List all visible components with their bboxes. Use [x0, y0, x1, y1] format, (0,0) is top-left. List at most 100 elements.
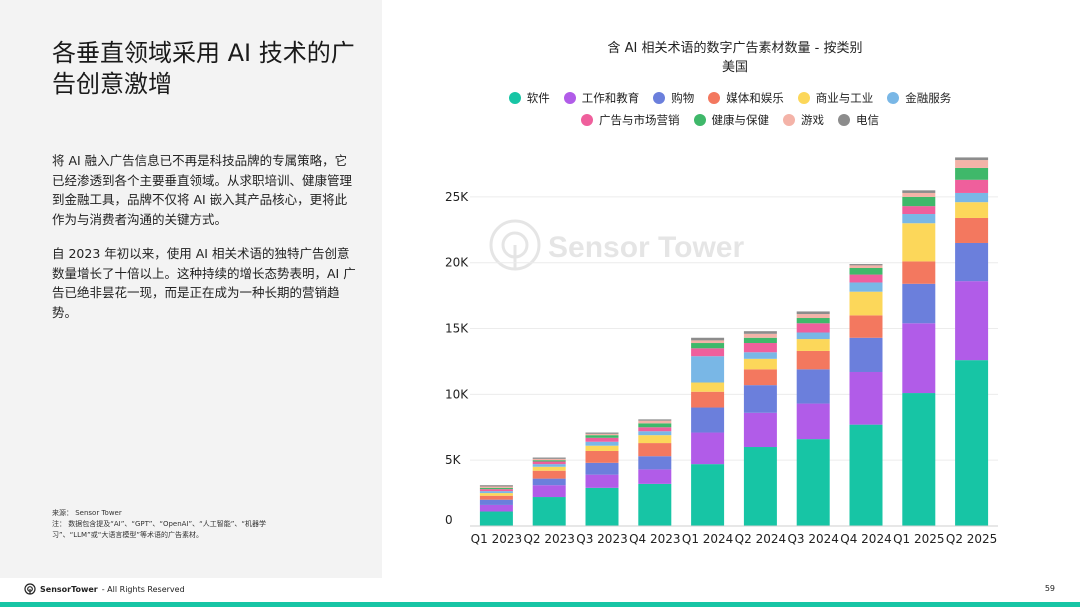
paragraph-1: 将 AI 融入广告信息已不再是科技品牌的专属策略，它已经渗透到各个主要垂直领域。… — [52, 153, 353, 227]
legend-label: 健康与保健 — [711, 113, 770, 127]
bar-segment — [796, 403, 830, 440]
bar-segment — [849, 265, 883, 268]
bar-segment — [691, 382, 725, 392]
legend-row: 软件 工作和教育 购物 媒体和娱乐 商业与工业 金融服务 — [470, 87, 990, 109]
x-tick-label: Q2 2025 — [946, 532, 997, 546]
bar-segment — [532, 460, 566, 462]
bar-segment — [479, 489, 513, 492]
bar-stack — [691, 337, 725, 526]
bar-segment — [955, 217, 989, 243]
legend-item: 金融服务 — [887, 90, 951, 106]
x-tick-label: Q4 2023 — [629, 532, 680, 546]
bar-segment — [796, 314, 830, 319]
chart-subtitle: 美国 — [721, 60, 748, 75]
bar-segment — [743, 369, 777, 386]
paragraph-2: 自 2023 年初以来，使用 AI 相关术语的独特广告创意数量增长了十倍以上。这… — [52, 246, 356, 320]
legend-label: 金融服务 — [905, 91, 952, 105]
bar-segment — [902, 214, 936, 224]
legend-item: 软件 — [508, 90, 550, 106]
y-tick-label: 0 — [445, 513, 453, 527]
bar-segment — [585, 487, 619, 526]
bar-segment — [955, 192, 989, 203]
y-tick-label: 15K — [445, 322, 469, 336]
x-tick-label: Q1 2024 — [682, 532, 733, 546]
bar-segment — [479, 504, 513, 512]
bar-stack — [955, 157, 989, 526]
bar-segment — [902, 192, 936, 197]
source-note: 来源： Sensor Tower — [52, 509, 122, 517]
bar-segment — [585, 433, 619, 436]
bar-stack — [532, 457, 566, 526]
y-tick-label: 5K — [445, 453, 462, 467]
bar-segment — [585, 435, 619, 438]
legend-swatch — [508, 92, 521, 104]
chart-legend: 软件 工作和教育 购物 媒体和娱乐 商业与工业 金融服务 广告与市场营销 健康与保健 游戏 电信 — [470, 87, 990, 131]
bar-segment — [638, 483, 672, 526]
bar-segment — [743, 343, 777, 353]
bar-segment — [955, 242, 989, 282]
bar-segment — [532, 485, 566, 498]
x-tick-label: Q1 2025 — [893, 532, 944, 546]
bar-segment — [849, 315, 883, 338]
legend-label: 工作和教育 — [581, 91, 640, 105]
legend-swatch — [708, 92, 721, 104]
bar-segment — [849, 291, 883, 316]
bar-segment — [849, 424, 883, 526]
legend-label: 商业与工业 — [815, 91, 874, 105]
legend-label: 媒体和娱乐 — [726, 91, 784, 105]
bar-segment — [955, 360, 989, 526]
bar-segment — [796, 439, 830, 526]
bar-segment — [638, 435, 672, 444]
bar-segment — [902, 393, 936, 526]
bar-segment — [638, 431, 672, 436]
bar-segment — [902, 190, 936, 193]
bar-segment — [743, 337, 777, 344]
bar-segment — [638, 419, 672, 421]
legend-item: 购物 — [653, 90, 694, 106]
legend-label: 电信 — [856, 113, 879, 127]
bar-segment — [849, 337, 883, 372]
bar-segment — [796, 311, 830, 315]
bar-segment — [532, 458, 566, 461]
legend-swatch — [797, 92, 810, 104]
watermark: Sensor Tower — [489, 219, 744, 271]
legend-item: 广告与市场营销 — [581, 112, 680, 128]
bar-segment — [955, 202, 989, 218]
bar-segment — [638, 469, 672, 484]
legend-item: 媒体和娱乐 — [708, 90, 784, 106]
bar-segment — [638, 443, 672, 457]
bar-segment — [532, 461, 566, 465]
y-tick-label: 25K — [445, 190, 469, 204]
bar-segment — [743, 331, 777, 334]
legend-item: 健康与保健 — [693, 112, 770, 128]
bar-stack — [796, 311, 830, 526]
bar-segment — [902, 206, 936, 215]
bar-segment — [532, 457, 566, 459]
left-panel — [0, 0, 382, 578]
legend-label: 软件 — [526, 91, 550, 105]
legend-label: 购物 — [671, 91, 695, 105]
bar-segment — [902, 283, 936, 324]
bar-segment — [796, 332, 830, 340]
bar-segment — [849, 371, 883, 425]
legend-swatch — [887, 92, 900, 104]
bar-segment — [849, 267, 883, 275]
bar-segment — [638, 423, 672, 428]
x-tick-label: Q3 2023 — [576, 532, 627, 546]
bar-segment — [585, 462, 619, 475]
footer-logo-text: SensorTower — [40, 584, 98, 594]
bottom-accent-bar — [0, 602, 1080, 607]
bar-segment — [691, 356, 725, 383]
bar-segment — [902, 261, 936, 284]
page-number: 59 — [1044, 584, 1055, 593]
bar-segment — [743, 447, 777, 526]
bar-segment — [743, 412, 777, 448]
bar-stack — [585, 432, 619, 526]
bar-segment — [638, 456, 672, 470]
legend-label: 游戏 — [801, 113, 824, 127]
slide-title: 各垂直领域采用 AI 技术的广告创意激增 — [52, 39, 355, 98]
chart-title-block: 含 AI 相关术语的数字广告素材数量 - 按类别 美国 — [505, 39, 965, 77]
bar-segment — [955, 281, 989, 361]
legend-item: 商业与工业 — [797, 90, 874, 106]
